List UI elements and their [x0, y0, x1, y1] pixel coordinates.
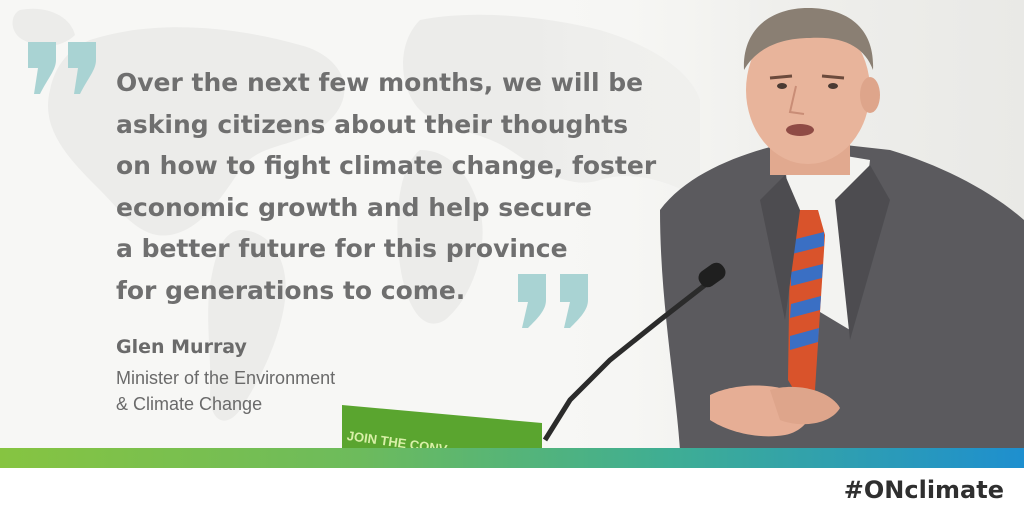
quote-line: asking citizens about their thoughts — [116, 109, 629, 139]
podium-sign — [342, 405, 542, 450]
speaker-title-line: & Climate Change — [116, 394, 263, 414]
quote-line: a better future for this province — [116, 234, 568, 263]
quote-text: Over the next few months, we will be ask… — [116, 62, 676, 311]
quote-line: for generations to come. — [116, 275, 466, 305]
open-quote-icon — [28, 42, 96, 94]
footer-band — [0, 468, 1024, 512]
quote-line: Over the next few months, we will be — [116, 68, 644, 97]
speaker-title-line: Minister of the Environment — [116, 368, 336, 388]
quote-line: economic growth and help secure — [116, 192, 592, 222]
speaker-title: Minister of the Environment & Climate Ch… — [116, 365, 335, 417]
close-quote-icon — [518, 274, 588, 328]
quote-line: on how to fight climate change, foster — [116, 151, 657, 180]
hashtag: #ONclimate — [843, 476, 1004, 504]
gradient-divider-bar — [0, 448, 1024, 468]
speaker-name: Glen Murray — [116, 336, 247, 358]
speaker-photo — [530, 0, 1024, 450]
